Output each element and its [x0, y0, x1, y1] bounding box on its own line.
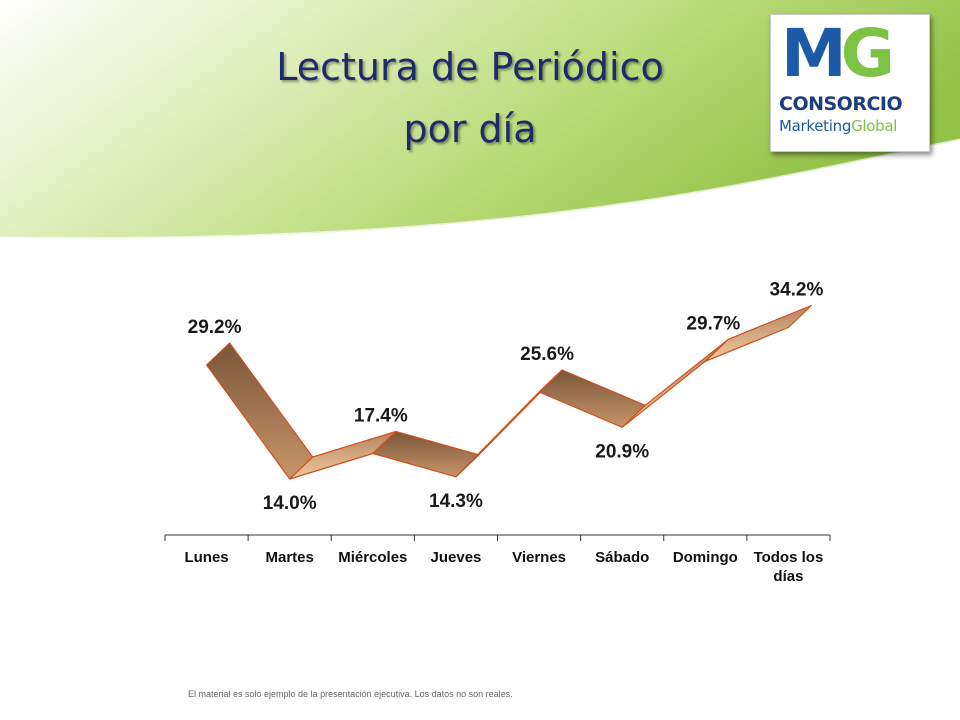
- data-labels: 29.2% 14.0% 17.4% 14.3% 25.6% 20.9% 29.7% 34.2%: [188, 280, 824, 515]
- footnote: El material es solo ejemplo de la presen…: [188, 689, 513, 699]
- tick-label: Jueves: [431, 549, 482, 566]
- slide-title: Lectura de Periódico: [276, 45, 664, 89]
- consorcio-logo: MG CONSORCIO MarketingGlobal: [770, 14, 930, 152]
- chart-ribbon: [206, 304, 813, 480]
- data-label: 14.0%: [263, 493, 317, 514]
- data-label: 17.4%: [354, 406, 408, 427]
- logo-line2-a: Marketing: [779, 117, 852, 135]
- tick-label: Lunes: [184, 549, 228, 566]
- logo-mark: MG: [781, 21, 895, 87]
- logo-g: G: [840, 15, 895, 92]
- tick-label: Todos los días: [754, 549, 824, 585]
- data-label: 29.2%: [188, 317, 242, 338]
- tick-label: Miércoles: [338, 549, 407, 566]
- logo-line2: MarketingGlobal: [779, 119, 897, 134]
- logo-line2-b: Global: [851, 117, 898, 135]
- ribbon-segment-5: [538, 369, 646, 428]
- data-label: 29.7%: [686, 313, 740, 334]
- tick-label: Domingo: [673, 549, 738, 566]
- tick-label: Viernes: [512, 549, 566, 566]
- slide-subtitle: por día: [403, 107, 537, 151]
- ribbon-segment-6: [621, 338, 729, 428]
- data-label: 25.6%: [520, 344, 574, 365]
- data-label: 14.3%: [429, 491, 483, 512]
- ribbon-segment-1: [206, 342, 314, 480]
- logo-line1: CONSORCIO: [779, 93, 903, 115]
- tick-label: Sábado: [595, 549, 649, 566]
- data-label: 34.2%: [770, 280, 824, 301]
- tick-label: Martes: [266, 549, 314, 566]
- ribbon-segment-7: [704, 304, 813, 362]
- x-axis: Lunes Martes Miércoles Jueves Viernes Sábado D…: [164, 534, 831, 585]
- logo-m: M: [781, 15, 847, 92]
- data-label: 20.9%: [595, 441, 649, 462]
